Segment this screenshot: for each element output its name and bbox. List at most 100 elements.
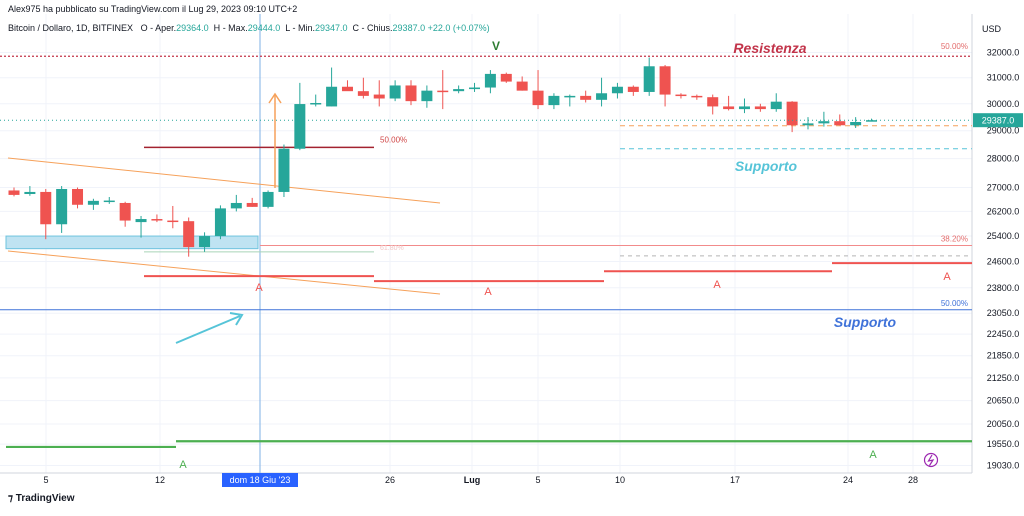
price-tick-label: 25400.0: [987, 231, 1020, 241]
orange-arrow-head: [268, 92, 282, 104]
lightning-icon-bolt: [927, 454, 935, 466]
support-label-upper: Supporto: [735, 158, 798, 174]
candle-body: [183, 221, 195, 248]
candle-body: [294, 104, 306, 149]
candle-body: [532, 90, 544, 106]
candle-body: [484, 73, 496, 88]
crosshair-date-badge: [222, 473, 298, 487]
candle-body: [357, 91, 369, 96]
green-a-label: A: [179, 459, 187, 471]
price-tick-label: 20050.0: [987, 419, 1020, 429]
candle-body: [310, 102, 322, 105]
time-tick-label: dom 18 Giu '23: [230, 475, 291, 485]
grid-lines: [0, 14, 972, 473]
candle-body: [834, 121, 846, 126]
fib-50-bottom-label: 50.00%: [941, 299, 968, 308]
price-tick-label: 28000.0: [987, 154, 1020, 164]
candle-body: [214, 208, 226, 237]
ohlc-legend: Bitcoin / Dollaro, 1D, BITFINEX O - Aper…: [8, 23, 490, 33]
price-tick-label: 31000.0: [987, 73, 1020, 83]
candle-body: [437, 90, 449, 93]
channel-lower-line: [7, 250, 441, 295]
candle-body: [786, 101, 798, 126]
candle-body: [707, 97, 719, 107]
time-tick-label: 5: [43, 475, 48, 485]
candle-body: [580, 95, 592, 100]
candle-body: [56, 188, 68, 225]
price-tick-label: 26200.0: [987, 206, 1020, 216]
candle-body: [421, 90, 433, 102]
time-tick-label: Lug: [464, 475, 481, 485]
time-tick-label: 12: [155, 475, 165, 485]
peak-label: V: [492, 39, 500, 53]
price-tick-label: 23050.0: [987, 308, 1020, 318]
price-tick-label: 30000.0: [987, 99, 1020, 109]
lightning-icon: [923, 452, 939, 468]
candle-body: [453, 89, 465, 92]
candle-body: [72, 188, 84, 205]
candle-body: [738, 106, 750, 110]
support-label-lower: Supporto: [834, 314, 897, 330]
cyan-arrow-shaft: [175, 315, 241, 344]
fib-38-label: 38.20%: [941, 234, 968, 243]
candle-body: [341, 86, 353, 92]
time-tick-label: 28: [908, 475, 918, 485]
price-tick-label: 19030.0: [987, 461, 1020, 471]
candle-body: [564, 95, 576, 98]
currency-label: USD: [982, 24, 1002, 34]
candle-body: [627, 86, 639, 92]
candle-body: [770, 101, 782, 110]
candle-body: [389, 85, 401, 99]
candle-body: [643, 66, 655, 92]
price-tick-label: 21850.0: [987, 351, 1020, 361]
candle-body: [246, 202, 258, 207]
price-tick-label: 23800.0: [987, 283, 1020, 293]
candle-body: [866, 120, 878, 122]
support-zone-box: [5, 235, 259, 250]
candle-body: [818, 121, 830, 124]
candle-body: [548, 95, 560, 106]
candle-body: [199, 236, 211, 248]
last-price-badge: [973, 113, 1023, 128]
high-value: 29444.0: [247, 23, 281, 33]
candle-body: [802, 123, 814, 126]
candle-body: [469, 87, 481, 90]
candle-body: [24, 191, 36, 195]
fib-faint-label: 61.80%: [380, 245, 404, 252]
fib-50-left-label: 50.00%: [380, 135, 407, 144]
candle-body: [500, 73, 512, 82]
candle-body: [659, 66, 671, 95]
candle-body: [405, 85, 417, 102]
time-tick-label: 17: [730, 475, 740, 485]
price-tick-label: 20650.0: [987, 396, 1020, 406]
candle-body: [754, 106, 766, 110]
candle-body: [723, 106, 735, 110]
time-tick-label: 24: [843, 475, 853, 485]
open-value: 29364.0: [176, 23, 209, 33]
fib-50-top-label: 50.00%: [941, 42, 968, 51]
candles: [8, 57, 878, 257]
candle-body: [167, 220, 179, 223]
red-a-label: A: [713, 279, 721, 291]
tradingview-logo[interactable]: ⁊ TradingView: [8, 493, 75, 504]
candle-body: [373, 94, 385, 99]
candle-body: [135, 219, 147, 223]
candle-body: [278, 148, 290, 192]
candle-body: [326, 86, 338, 107]
green-a-label: A: [869, 449, 877, 461]
last-price-label: 29387.0: [982, 116, 1015, 126]
candle-body: [119, 202, 131, 221]
candle-body: [103, 200, 115, 203]
time-tick-label: 10: [615, 475, 625, 485]
candle-body: [675, 94, 687, 97]
red-a-label: A: [255, 282, 263, 294]
price-tick-label: 29000.0: [987, 126, 1020, 136]
candle-body: [87, 200, 99, 205]
symbol-name[interactable]: Bitcoin / Dollaro, 1D, BITFINEX: [8, 23, 134, 33]
channel-upper-line: [7, 157, 441, 204]
tradingview-logo-icon: ⁊: [8, 493, 13, 504]
candle-body: [262, 191, 274, 207]
price-tick-label: 27000.0: [987, 183, 1020, 193]
